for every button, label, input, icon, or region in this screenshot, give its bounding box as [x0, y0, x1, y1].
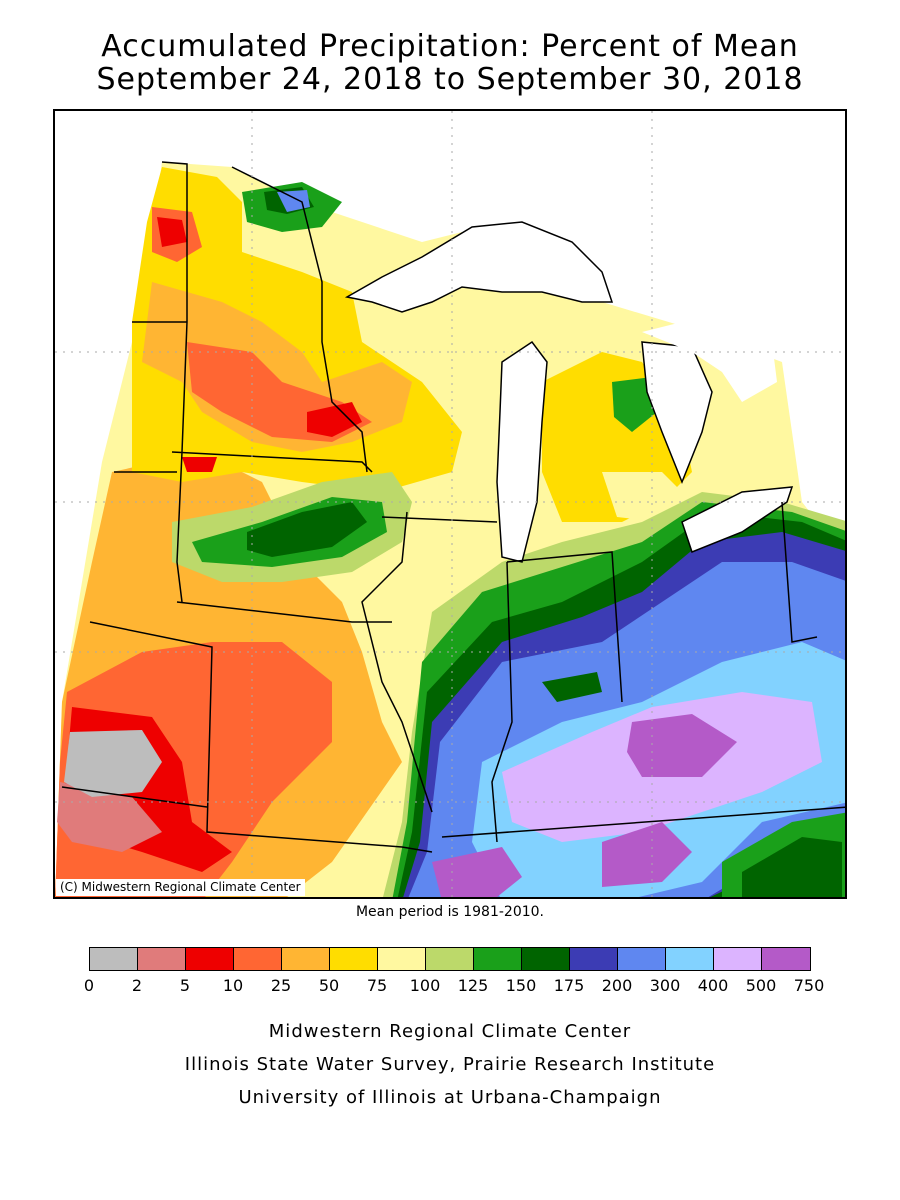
footer-university: University of Illinois at Urbana-Champai…	[238, 1087, 662, 1108]
legend-tick-label: 150	[505, 976, 537, 995]
region-125-150-mi	[612, 377, 657, 432]
credit-label: (C) Midwestern Regional Climate Center	[56, 879, 305, 896]
legend-tick-label: 200	[601, 976, 633, 995]
precipitation-map: (C) Midwestern Regional Climate Center	[53, 109, 847, 899]
legend-tick-label: 50	[318, 976, 340, 995]
legend-swatch	[186, 948, 234, 970]
legend-tick-label: 75	[366, 976, 388, 995]
region-200-300-n	[277, 190, 310, 212]
legend-tick-label: 0	[83, 976, 95, 995]
footer-org: Midwestern Regional Climate Center	[268, 1021, 632, 1042]
map-date-range: September 24, 2018 to September 30, 2018	[96, 62, 804, 97]
region-500-750-ky	[602, 822, 692, 887]
legend-swatch	[90, 948, 138, 970]
footer-survey: Illinois State Water Survey, Prairie Res…	[184, 1054, 716, 1075]
region-5-10-mn	[307, 402, 362, 437]
color-scale-legend	[89, 947, 811, 971]
legend-swatch	[666, 948, 714, 970]
legend-tick-label: 125	[457, 976, 489, 995]
legend-swatch	[378, 948, 426, 970]
legend-tick-label: 2	[131, 976, 143, 995]
canada-area	[642, 312, 777, 402]
legend-swatch	[234, 948, 282, 970]
lake-erie	[681, 486, 794, 553]
legend-tick-label: 5	[179, 976, 191, 995]
legend-swatch	[618, 948, 666, 970]
state-boundaries	[61, 161, 845, 853]
legend-tick-label: 175	[553, 976, 585, 995]
legend-tick-label: 25	[270, 976, 292, 995]
legend-swatch	[570, 948, 618, 970]
map-canvas	[55, 111, 845, 897]
legend-swatch	[426, 948, 474, 970]
legend-swatch	[474, 948, 522, 970]
legend-tick-label: 300	[649, 976, 681, 995]
lake-superior	[344, 221, 614, 313]
legend-swatch	[522, 948, 570, 970]
legend-tick-label: 400	[697, 976, 729, 995]
legend-swatch	[714, 948, 762, 970]
region-500-750-se	[627, 714, 737, 777]
lake-michigan	[496, 340, 548, 563]
legend-swatch	[330, 948, 378, 970]
legend-swatch	[762, 948, 810, 970]
region-5-10-sd	[182, 457, 217, 472]
region-500-750-sw-in	[432, 847, 522, 897]
legend-tick-label: 100	[409, 976, 441, 995]
region-150-175-ky	[742, 837, 842, 897]
region-150-175-ia	[247, 502, 367, 557]
region-150-175-in	[542, 672, 602, 702]
map-title: Accumulated Precipitation: Percent of Me…	[101, 29, 799, 64]
legend-swatch	[138, 948, 186, 970]
legend-tick-label: 750	[793, 976, 825, 995]
region-0-2-sw	[64, 730, 162, 797]
legend-tick-label: 10	[222, 976, 244, 995]
region-2-5-sw	[57, 782, 162, 852]
legend-tick-label: 500	[745, 976, 777, 995]
mean-period-note: Mean period is 1981-2010.	[355, 904, 545, 920]
lake-huron	[641, 341, 713, 485]
legend-swatch	[282, 948, 330, 970]
region-5-10-nd	[157, 217, 187, 247]
